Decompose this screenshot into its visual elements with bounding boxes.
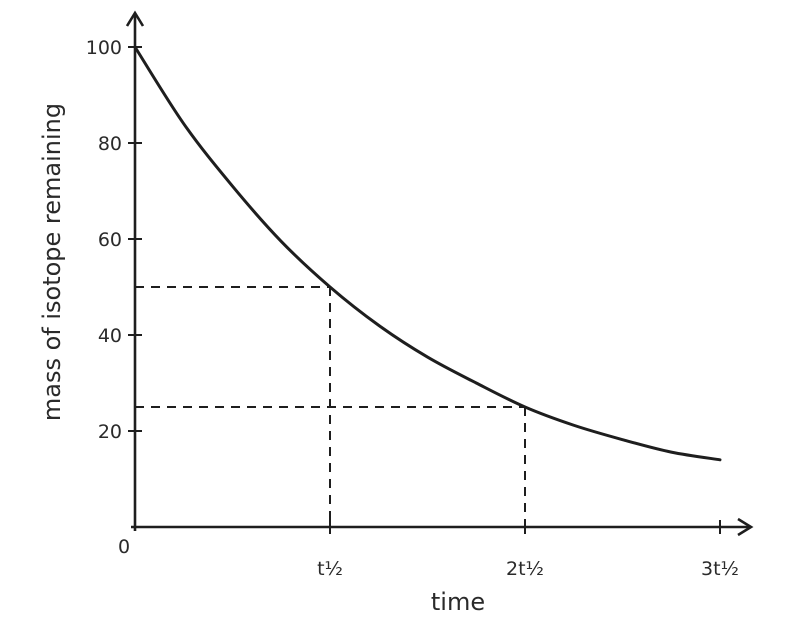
y-axis-arrow bbox=[125, 10, 145, 27]
y-tick-label: 60 bbox=[98, 229, 122, 251]
y-tick-label: 20 bbox=[98, 421, 122, 443]
y-tick-label: 100 bbox=[86, 37, 122, 59]
y-tick-label: 80 bbox=[98, 133, 122, 155]
y-ticks: 20 40 60 80 100 bbox=[86, 37, 142, 443]
x-axis-title: time bbox=[431, 588, 485, 616]
x-ticks: t½ 2t½ 3t½ bbox=[317, 520, 739, 580]
x-tick-label: t½ bbox=[317, 558, 343, 580]
origin-label: 0 bbox=[118, 536, 130, 558]
reference-lines bbox=[135, 286, 526, 527]
axes bbox=[125, 10, 754, 537]
y-axis-title: mass of isotope remaining bbox=[38, 103, 66, 421]
x-tick-label: 2t½ bbox=[506, 558, 544, 580]
x-axis-arrow bbox=[737, 517, 754, 537]
series-layer bbox=[133, 45, 722, 462]
decay-curve bbox=[133, 45, 722, 462]
y-tick-label: 40 bbox=[98, 325, 122, 347]
x-tick-label: 3t½ bbox=[701, 558, 739, 580]
